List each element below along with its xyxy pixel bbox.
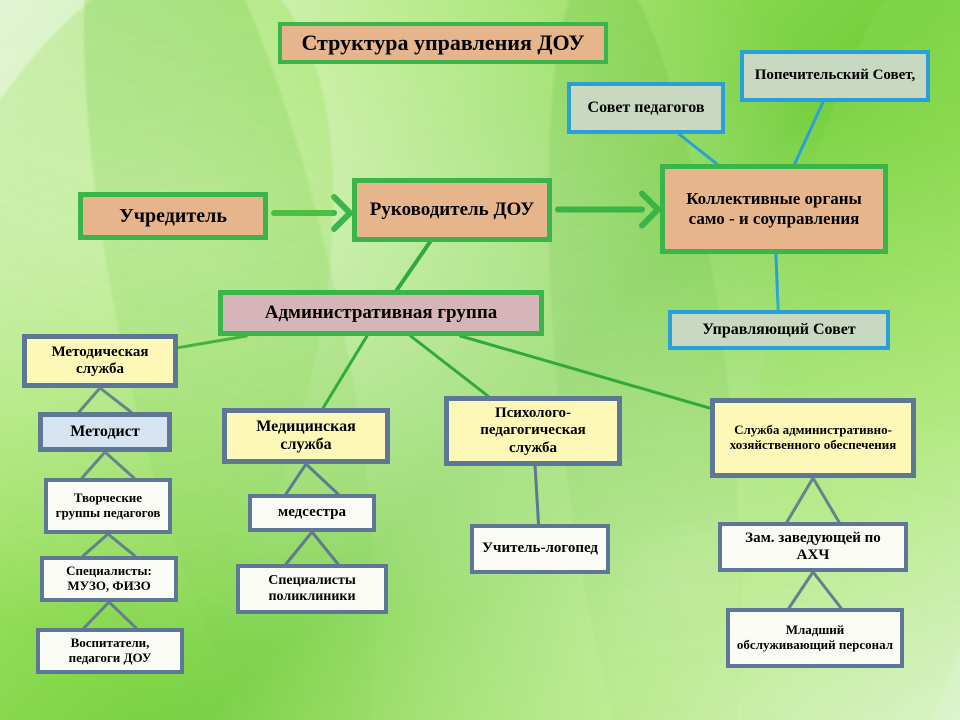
node-junior: Младший обслуживающий персонал <box>726 608 904 668</box>
node-vospit: Воспитатели, педагоги ДОУ <box>36 628 184 674</box>
node-logoped: Учитель-логопед <box>470 524 610 574</box>
node-method_service: Методическая служба <box>22 334 178 388</box>
node-psy_service: Психолого-педагогическая служба <box>444 396 622 466</box>
node-admin: Административная группа <box>218 290 544 336</box>
node-title: Структура управления ДОУ <box>278 22 608 64</box>
node-trustees: Попечительский Совет, <box>740 50 930 102</box>
node-muzo: Специалисты: МУЗО, ФИЗО <box>40 556 178 602</box>
node-pedsoviet: Совет педагогов <box>567 82 725 134</box>
node-med_service: Медицинская служба <box>222 408 390 464</box>
node-ahz_service: Служба административно-хозяйственного об… <box>710 398 916 478</box>
node-founder: Учредитель <box>78 192 268 240</box>
node-methodist: Методист <box>38 412 172 452</box>
node-head: Руководитель ДОУ <box>352 178 552 242</box>
node-collective: Коллективные органы само - и соуправлени… <box>660 164 888 254</box>
node-zam_ahch: Зам. заведующей по АХЧ <box>718 522 908 572</box>
org-chart-stage: Структура управления ДОУ Учредитель Руково… <box>0 0 960 720</box>
node-nurse: медсестра <box>248 494 376 532</box>
node-governing: Управляющий Совет <box>668 310 890 350</box>
node-tvor_groups: Творческие группы педагогов <box>44 478 172 534</box>
node-policlinic: Специалисты поликлиники <box>236 564 388 614</box>
